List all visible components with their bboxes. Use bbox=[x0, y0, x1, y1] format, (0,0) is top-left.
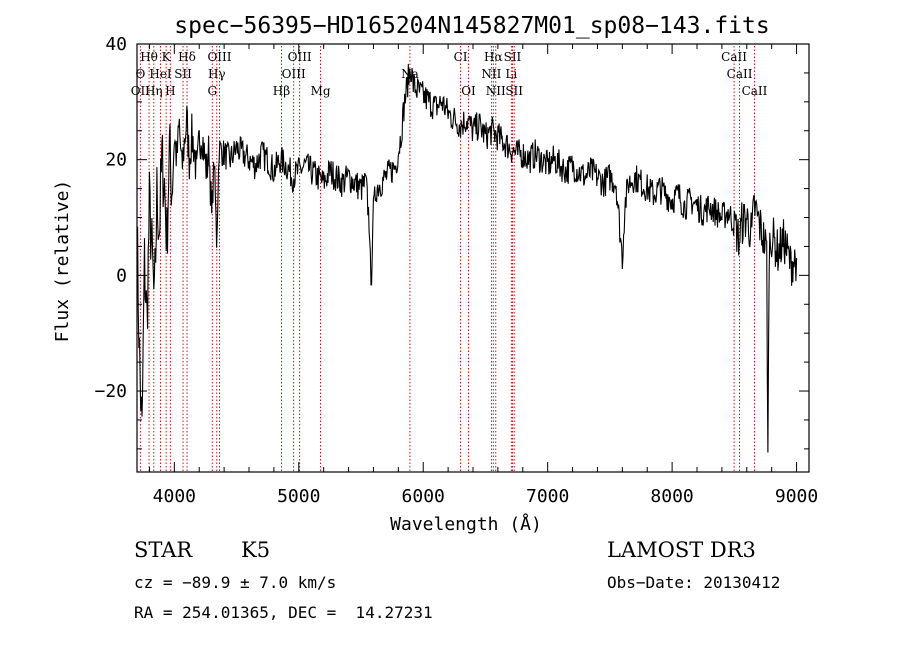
line-label: H bbox=[165, 84, 175, 98]
x-tick-label: 8000 bbox=[650, 486, 693, 507]
y-tick-label: 0 bbox=[116, 265, 127, 286]
y-tick-label: 40 bbox=[105, 34, 127, 55]
plot-frame bbox=[136, 43, 810, 473]
survey-label: LAMOST DR3 bbox=[607, 538, 756, 562]
line-label: G bbox=[207, 84, 217, 98]
line-label: HeI bbox=[149, 67, 172, 81]
line-label: Hα bbox=[484, 50, 503, 64]
chart-title: spec−56395−HD165204N145827M01_sp08−143.f… bbox=[174, 13, 769, 39]
line-label: NII bbox=[481, 67, 501, 81]
subclass: K5 bbox=[241, 538, 271, 562]
x-tick-label: 7000 bbox=[526, 486, 569, 507]
line-label: CaII bbox=[727, 67, 753, 81]
line-label: Hβ bbox=[273, 84, 290, 98]
coordinates: RA = 254.01365, DEC = 14.27231 bbox=[134, 603, 433, 622]
obs-date: Obs−Date: 20130412 bbox=[607, 573, 781, 592]
x-tick-label: 4000 bbox=[153, 486, 196, 507]
y-tick-label: −20 bbox=[94, 381, 127, 402]
line-label: CaII bbox=[742, 84, 768, 98]
line-label: OII bbox=[131, 84, 151, 98]
line-label: OIII bbox=[288, 50, 312, 64]
y-tick-label: 20 bbox=[105, 150, 127, 171]
line-label: Hη bbox=[145, 84, 163, 98]
line-label: CaII bbox=[721, 50, 747, 64]
line-label: SII bbox=[174, 67, 192, 81]
object-class: STAR bbox=[134, 538, 193, 562]
line-label: Mg bbox=[311, 84, 331, 98]
line-label: SII bbox=[505, 84, 523, 98]
line-label: Hθ bbox=[140, 50, 158, 64]
line-label: K bbox=[162, 50, 172, 64]
x-axis: 4000 5000 6000 7000 8000 9000 bbox=[148, 44, 818, 507]
x-axis-label: Wavelength (Å) bbox=[390, 513, 542, 535]
line-label: SII bbox=[504, 50, 522, 64]
x-tick-label: 5000 bbox=[277, 486, 320, 507]
line-label: OI bbox=[461, 84, 476, 98]
line-label: OIII bbox=[207, 50, 231, 64]
line-label: Hδ bbox=[178, 50, 196, 64]
spectrum-line bbox=[136, 63, 798, 453]
y-axis: −20 0 20 40 bbox=[94, 34, 809, 450]
line-label: NII bbox=[486, 84, 506, 98]
y-axis-label: Flux (relative) bbox=[52, 180, 73, 343]
line-label: O bbox=[135, 67, 145, 81]
line-label: Hγ bbox=[208, 67, 226, 81]
line-label: OIII bbox=[282, 67, 306, 81]
x-tick-label: 9000 bbox=[775, 486, 818, 507]
line-label: CI bbox=[454, 50, 468, 64]
redshift-readout: cz = −89.9 ± 7.0 km/s bbox=[134, 573, 337, 592]
line-label: Li bbox=[505, 67, 517, 81]
x-tick-label: 6000 bbox=[402, 486, 445, 507]
